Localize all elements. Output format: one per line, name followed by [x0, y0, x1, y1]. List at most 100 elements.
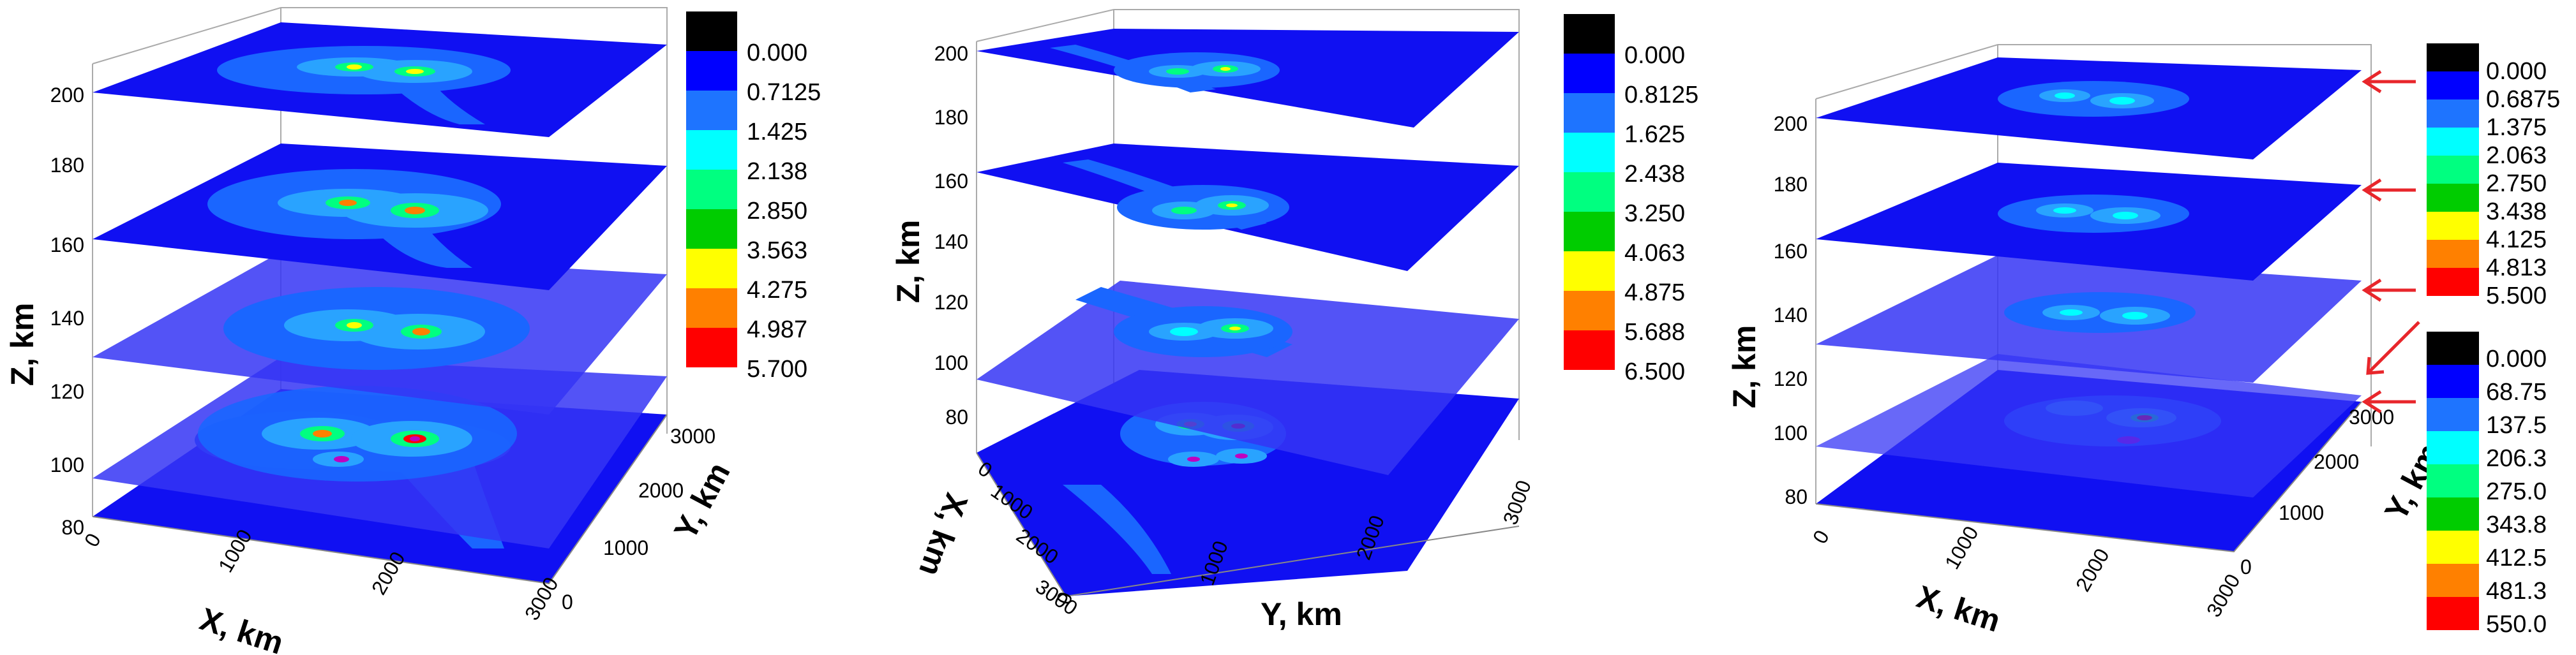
colorbar-tick: 5.500: [2486, 283, 2547, 309]
plane-z180: [1816, 163, 2362, 281]
colorbar-tick: 0.7125: [747, 79, 821, 106]
colorbar-tick: 3.250: [1624, 200, 1685, 227]
colorbar-tick: 3.563: [747, 237, 807, 264]
colorbar-tick: 4.875: [1624, 279, 1685, 306]
x-tick: 3000: [2202, 570, 2245, 621]
z-axis-label: Z, km: [890, 220, 926, 304]
colorbar-tick: 1.625: [1624, 121, 1685, 148]
arrow-head-icon: [2362, 70, 2382, 94]
z-tick: 120: [934, 291, 968, 314]
colorbar-tick: 4.063: [1624, 240, 1685, 267]
box-front: [92, 414, 668, 585]
z-axis: 80 100 120 140 160 180 200 Z, km: [890, 42, 968, 429]
colorbar: 0.000 0.6875 1.375 2.063 2.750 3.438 4.1…: [2427, 43, 2560, 309]
colorbar-2-tick: 0.000: [2486, 346, 2547, 372]
x-axis-label: X, km: [1913, 578, 2005, 638]
z-tick: 180: [1774, 173, 1808, 196]
panel-1: 80 100 120 140 160 180 200 Z, km 0 1000 …: [4, 7, 821, 655]
arrow-head-icon: [2366, 357, 2385, 375]
colorbar-tick: 0.6875: [2486, 86, 2560, 113]
colorbar-2: 0.000 68.75 137.5 206.3 275.0 343.8 412.…: [2427, 332, 2547, 638]
z-tick: 120: [1774, 367, 1808, 390]
plane-z140: [93, 252, 667, 415]
colorbar-tick: 4.987: [747, 316, 807, 343]
arrow-head-icon: [2362, 178, 2382, 202]
colorbar-tick: 0.000: [1624, 42, 1685, 69]
colorbar-2-tick: 275.0: [2486, 478, 2547, 505]
plane-z160: [93, 144, 667, 290]
z-axis: 80 100 120 140 160 180 200 Z, km: [4, 84, 84, 539]
z-tick: 140: [934, 230, 968, 253]
z-tick: 100: [50, 453, 84, 476]
z-tick: 180: [934, 106, 968, 129]
z-tick: 100: [1774, 422, 1808, 445]
y-tick: 3000: [1499, 477, 1536, 527]
colorbar: 0.000 0.8125 1.625 2.438 3.250 4.063 4.8…: [1564, 14, 1698, 385]
colorbar-2-tick: 68.75: [2486, 379, 2547, 406]
panel-2: 80 100 120 140 160 180 200 Z, km 0 1000 …: [890, 9, 1698, 632]
plane-z160: [977, 144, 1519, 271]
z-tick: 120: [50, 380, 84, 403]
colorbar-tick: 1.425: [747, 119, 807, 145]
y-tick: 0: [562, 591, 573, 614]
colorbar: 0.000 0.7125 1.425 2.138 2.850 3.563 4.2…: [686, 11, 821, 383]
x-tick: 0: [1808, 526, 1834, 547]
x-axis-label: X, km: [196, 601, 288, 655]
colorbar-tick: 1.375: [2486, 114, 2547, 141]
panel-3: 80 100 120 140 160 180 200 Z, km 0 1000 …: [1726, 43, 2560, 639]
colorbar-tick: 3.438: [2486, 198, 2547, 225]
colorbar-2-tick: 206.3: [2486, 445, 2547, 472]
z-tick: 160: [50, 233, 84, 256]
z-tick: 80: [61, 516, 84, 539]
colorbar-2-tick: 137.5: [2486, 412, 2547, 439]
z-tick: 180: [50, 154, 84, 177]
z-tick: 200: [1774, 112, 1808, 135]
box-front: [1815, 401, 2362, 553]
z-tick: 140: [1774, 304, 1808, 327]
y-tick: 2000: [638, 479, 684, 502]
x-tick: 1000: [1940, 522, 1983, 573]
x-axis-label: X, km: [912, 489, 975, 581]
colorbar-tick: 0.000: [747, 40, 807, 66]
y-tick: 1000: [603, 536, 648, 559]
y-tick: 0: [2240, 556, 2252, 578]
colorbar-tick: 0.000: [2486, 58, 2547, 85]
z-tick: 80: [945, 406, 968, 429]
z-tick: 160: [934, 170, 968, 193]
colorbar-tick: 2.438: [1624, 161, 1685, 188]
z-tick: 200: [934, 42, 968, 65]
z-tick: 100: [934, 351, 968, 374]
x-tick: 2000: [2071, 545, 2114, 596]
colorbar-tick: 2.063: [2486, 142, 2547, 169]
plane-z120: [1816, 354, 2362, 497]
plane-z120: [977, 281, 1519, 475]
colorbar-tick: 0.8125: [1624, 82, 1698, 108]
arrow-head-icon: [2362, 390, 2382, 414]
colorbar-tick: 4.275: [747, 277, 807, 304]
colorbar-tick: 5.700: [747, 356, 807, 383]
plane-z200: [1816, 57, 2362, 159]
colorbar-tick: 5.688: [1624, 319, 1685, 346]
z-axis-label: Z, km: [4, 303, 40, 386]
plane-z200: [977, 29, 1519, 128]
colorbar-tick: 2.138: [747, 158, 807, 185]
arrows: [2362, 70, 2420, 414]
colorbar-2-tick: 481.3: [2486, 578, 2547, 605]
z-tick: 200: [50, 84, 84, 107]
colorbar-tick: 2.850: [747, 198, 807, 224]
y-tick: 3000: [2349, 406, 2394, 429]
z-axis: 80 100 120 140 160 180 200 Z, km: [1726, 112, 1808, 508]
y-tick: 2000: [2314, 450, 2359, 473]
colorbar-2-tick: 343.8: [2486, 511, 2547, 538]
colorbar-tick: 4.813: [2486, 254, 2547, 281]
z-tick: 140: [50, 307, 84, 330]
arrow-head-icon: [2362, 278, 2382, 302]
colorbar-2-tick: 550.0: [2486, 611, 2547, 638]
colorbar-tick: 4.125: [2486, 226, 2547, 253]
plane-z200: [93, 22, 667, 137]
box-front: [976, 452, 1520, 598]
colorbar-tick: 6.500: [1624, 358, 1685, 385]
y-tick: 3000: [670, 425, 715, 448]
colorbar-tick: 2.750: [2486, 170, 2547, 197]
arrow-icon: [2367, 321, 2420, 374]
